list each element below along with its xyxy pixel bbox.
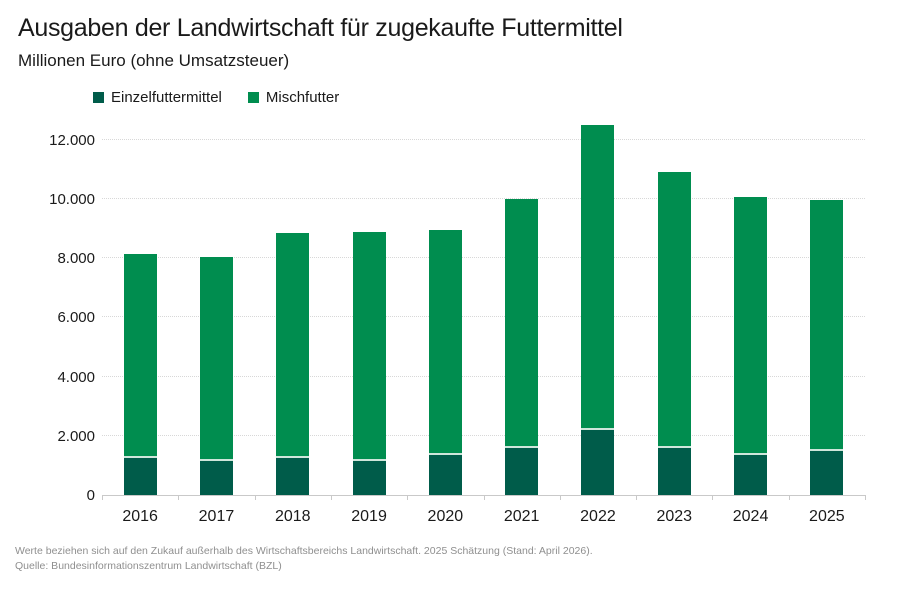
- y-tick-label: 8.000: [57, 250, 95, 268]
- legend-label: Einzelfuttermittel: [111, 89, 222, 106]
- y-tick-label: 0: [86, 487, 95, 504]
- bar-segment-mischfutter-2021: [505, 198, 539, 448]
- chart-subtitle: Millionen Euro (ohne Umsatzsteuer): [18, 51, 290, 70]
- x-tick: [712, 495, 714, 500]
- x-tick: [254, 495, 256, 500]
- gridline: [102, 257, 865, 259]
- bar-2016: [123, 119, 157, 495]
- x-tick-label-2024: 2024: [732, 508, 769, 525]
- bar-2024: [734, 119, 768, 495]
- bar-segment-mischfutter-2022: [581, 124, 615, 430]
- chart-title: Ausgaben der Landwirtschaft für zugekauf…: [18, 14, 623, 42]
- x-axis-labels: 2016 2017 2018 2019 2020 2021 2022 2023 2024 2025: [102, 508, 865, 530]
- legend-swatch-icon: [93, 92, 104, 103]
- legend-item-1: Mischfutter: [247, 89, 340, 106]
- y-tick-label: 4.000: [57, 368, 95, 386]
- gridline: [102, 316, 865, 318]
- x-tick-label-2019: 2019: [351, 508, 387, 525]
- bar-segment-einzelfuttermittel-2016: [123, 458, 157, 495]
- source-text: Quelle: Bundesinformationszentrum Landwi…: [15, 560, 282, 572]
- x-tick: [559, 495, 561, 500]
- x-tick-label-2025: 2025: [809, 508, 845, 525]
- bar-2020: [428, 119, 462, 495]
- gridline: [102, 434, 865, 436]
- x-tick-label-2023: 2023: [656, 508, 693, 525]
- legend-label: Mischfutter: [265, 89, 340, 106]
- bar-segment-mischfutter-2017: [199, 256, 233, 461]
- bar-2022: [581, 119, 615, 495]
- x-tick-label-2021: 2021: [503, 508, 540, 525]
- y-tick-label: 10.000: [49, 190, 95, 208]
- bar-segment-einzelfuttermittel-2021: [505, 447, 539, 495]
- bar-segment-mischfutter-2024: [734, 197, 768, 456]
- bar-segment-mischfutter-2020: [428, 230, 462, 456]
- x-tick-label-2017: 2017: [198, 508, 235, 525]
- bar-segment-einzelfuttermittel-2023: [657, 447, 691, 495]
- y-tick-label: 2.000: [57, 427, 95, 445]
- bar-segment-einzelfuttermittel-2019: [352, 460, 386, 495]
- x-tick: [407, 495, 409, 500]
- legend-item-0: Einzelfuttermittel: [93, 89, 222, 106]
- bar-segment-einzelfuttermittel-2025: [810, 450, 844, 495]
- x-tick: [636, 495, 638, 500]
- bar-segment-mischfutter-2025: [810, 200, 844, 451]
- footnote-text: Werte beziehen sich auf den Zukauf außer…: [15, 545, 593, 557]
- bar-2017: [199, 119, 233, 495]
- gridline: [102, 375, 865, 377]
- x-tick: [788, 495, 790, 500]
- gridline: [102, 138, 865, 140]
- legend: Einzelfuttermittel Mischfutter: [93, 89, 339, 106]
- x-tick-label-2022: 2022: [580, 508, 616, 525]
- legend-swatch-icon: [247, 92, 259, 103]
- bar-segment-einzelfuttermittel-2017: [199, 460, 233, 495]
- bar-segment-mischfutter-2023: [657, 172, 691, 448]
- x-tick-label-2020: 2020: [427, 508, 464, 525]
- bar-2021: [505, 119, 539, 495]
- x-tick-label-2016: 2016: [122, 508, 158, 525]
- x-tick: [865, 495, 866, 500]
- plot-area: [102, 119, 865, 496]
- bar-segment-einzelfuttermittel-2022: [581, 429, 615, 495]
- x-tick: [178, 495, 180, 500]
- y-axis-labels: 0 2.000 4.000 6.000 8.000 10.000 12.000: [0, 119, 95, 504]
- bar-2025: [810, 119, 844, 495]
- bar-segment-einzelfuttermittel-2020: [428, 455, 462, 495]
- bar-segment-einzelfuttermittel-2024: [734, 455, 768, 495]
- x-tick: [102, 495, 103, 500]
- bar-segment-mischfutter-2018: [276, 233, 310, 458]
- x-tick-label-2018: 2018: [274, 508, 311, 525]
- bar-segment-einzelfuttermittel-2018: [276, 458, 310, 495]
- gridline: [102, 197, 865, 199]
- bar-2019: [352, 119, 386, 495]
- y-tick-label: 6.000: [57, 309, 95, 327]
- bar-2018: [276, 119, 310, 495]
- bar-segment-mischfutter-2016: [123, 253, 157, 458]
- y-tick-label: 12.000: [49, 131, 95, 149]
- x-tick: [483, 495, 485, 500]
- x-axis-ticks: [102, 495, 866, 501]
- bar-2023: [657, 119, 691, 495]
- x-tick: [330, 495, 332, 500]
- bar-segment-mischfutter-2019: [352, 231, 386, 461]
- footnote: Werte beziehen sich auf den Zukauf außer…: [15, 544, 593, 574]
